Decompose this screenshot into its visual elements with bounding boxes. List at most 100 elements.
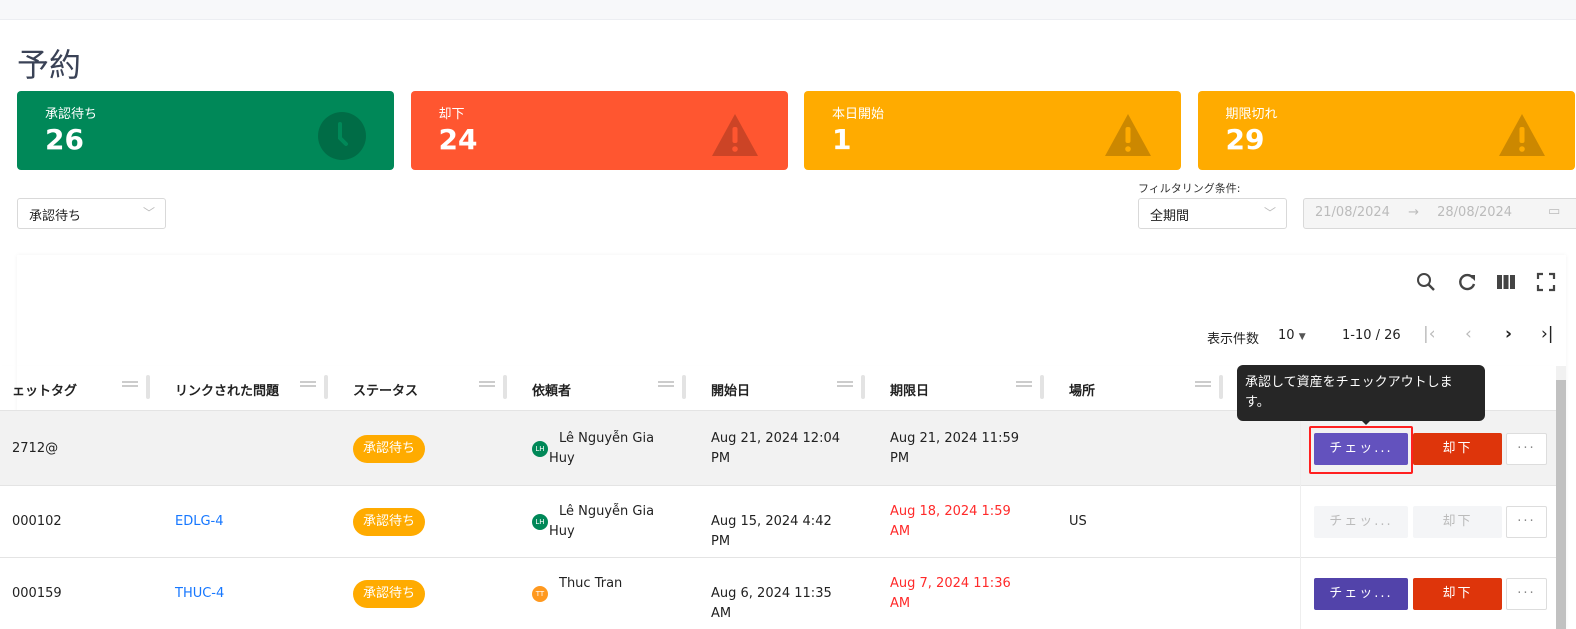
filter-label: フィルタリング条件: (1138, 182, 1241, 195)
drag-handle-icon[interactable] (837, 381, 853, 387)
caret-down-icon: ▼ (1298, 332, 1306, 342)
column-resize-handle[interactable] (146, 375, 150, 399)
stat-card[interactable]: 本日開始 1 (804, 91, 1181, 170)
stat-card-value: 1 (832, 123, 852, 156)
table-row[interactable]: 2712@ 承認待ち LH Lê Nguyễn Gia Huy Aug 21, … (0, 410, 1556, 485)
warning-icon (1105, 114, 1151, 156)
column-resize-handle[interactable] (1040, 375, 1044, 399)
date-start: 21/08/2024 (1315, 205, 1390, 220)
column-resize-handle[interactable] (861, 375, 865, 399)
period-select[interactable]: 全期間 ﹀ (1138, 198, 1287, 229)
page-size-label: 表示件数 (1207, 332, 1260, 347)
requester-name: Lê Nguyễn Gia Huy (549, 430, 655, 466)
linked-issue-link[interactable]: THUC-4 (175, 586, 225, 601)
scrollbar[interactable] (1556, 366, 1566, 629)
column-header[interactable]: 開始日 (711, 384, 751, 399)
drag-handle-icon[interactable] (1195, 381, 1211, 387)
page-size-select[interactable]: 10 ▼ (1278, 328, 1306, 343)
avatar: LH (532, 514, 548, 530)
page-range: 1-10 / 26 (1342, 328, 1401, 343)
stat-card-label: 却下 (438, 107, 465, 122)
column-resize-handle[interactable] (503, 375, 507, 399)
avatar: TT (532, 586, 548, 602)
tooltip-arrow (1360, 419, 1372, 425)
status-filter-value: 承認待ち (29, 209, 82, 224)
stat-card-label: 期限切れ (1225, 107, 1278, 122)
stat-card-value: 29 (1225, 123, 1265, 156)
column-header[interactable]: 依頼者 (532, 384, 572, 399)
column-resize-handle[interactable] (682, 375, 686, 399)
checkout-button[interactable]: チェッ... (1314, 578, 1408, 610)
drag-handle-icon[interactable] (122, 381, 138, 387)
column-header[interactable]: ェットタグ (12, 384, 78, 399)
fullscreen-icon[interactable] (1535, 271, 1557, 293)
checkout-button[interactable]: チェッ... (1314, 506, 1408, 538)
stat-card[interactable]: 期限切れ 29 (1197, 91, 1575, 170)
checkout-tooltip: 承認して資産をチェックアウトします。 (1237, 365, 1485, 421)
asset-tag: 000159 (12, 586, 62, 601)
fixed-column-divider (1300, 366, 1301, 629)
status-badge: 承認待ち (353, 580, 426, 608)
arrow-right-icon: → (1408, 205, 1419, 220)
table-row[interactable]: 000159 THUC-4 承認待ち TT Thuc Tran Aug 6, 2… (0, 557, 1556, 629)
due-date: Aug 18, 2024 1:59 AM (890, 504, 1011, 539)
search-icon[interactable] (1415, 271, 1437, 293)
calendar-icon: ▭ (1548, 204, 1561, 219)
linked-issue-link[interactable]: EDLG-4 (175, 514, 224, 529)
stat-card-value: 26 (45, 123, 84, 156)
table-row[interactable]: 000102 EDLG-4 承認待ち LH Lê Nguyễn Gia Huy … (0, 485, 1556, 557)
requester-name: Lê Nguyễn Gia Huy (549, 504, 655, 539)
requester-name: Thuc Tran (559, 576, 623, 591)
stat-card[interactable]: 承認待ち 26 (17, 91, 394, 170)
date-range-picker[interactable]: 21/08/2024 → 28/08/2024 ▭ (1303, 198, 1576, 229)
refresh-icon[interactable] (1456, 271, 1478, 293)
column-header[interactable]: ステータス (353, 384, 419, 399)
column-header[interactable]: 期限日 (890, 384, 930, 399)
more-options-button[interactable]: ··· (1506, 432, 1547, 465)
reject-button[interactable]: 却下 (1413, 578, 1502, 610)
more-options-button[interactable]: ··· (1506, 578, 1547, 610)
checkout-button[interactable]: チェッ... (1314, 432, 1408, 465)
start-date: Aug 15, 2024 4:42 PM (711, 514, 832, 549)
status-filter-select[interactable]: 承認待ち ﹀ (17, 198, 166, 229)
next-page-icon[interactable]: › (1505, 324, 1513, 344)
stat-card-label: 本日開始 (832, 107, 885, 122)
stat-card-value: 24 (438, 123, 478, 156)
more-options-button[interactable]: ··· (1506, 506, 1547, 538)
status-badge: 承認待ち (353, 508, 426, 536)
prev-page-icon[interactable]: ‹ (1465, 324, 1472, 344)
stat-card-label: 承認待ち (45, 107, 98, 122)
column-resize-handle[interactable] (324, 375, 328, 399)
column-resize-handle[interactable] (1219, 375, 1223, 399)
column-header[interactable]: 場所 (1069, 384, 1096, 399)
location: US (1069, 514, 1087, 529)
reject-button[interactable]: 却下 (1413, 432, 1502, 465)
page-title: 予約 (17, 46, 82, 84)
due-date: Aug 7, 2024 11:36 AM (890, 576, 1011, 611)
drag-handle-icon[interactable] (300, 381, 316, 387)
drag-handle-icon[interactable] (1016, 381, 1032, 387)
highlight-box (1309, 426, 1413, 474)
stat-card[interactable]: 却下 24 (410, 91, 788, 170)
drag-handle-icon[interactable] (479, 381, 495, 387)
table-header: ェットタグ リンクされた問題 ステータス 依頼者 開始日 期限日 場所 (0, 366, 1556, 410)
top-bar (0, 0, 1576, 20)
last-page-icon[interactable]: ›| (1541, 324, 1554, 344)
first-page-icon[interactable]: |‹ (1423, 324, 1436, 344)
drag-handle-icon[interactable] (658, 381, 674, 387)
chevron-down-icon: ﹀ (142, 206, 155, 220)
status-badge: 承認待ち (353, 434, 426, 463)
columns-icon[interactable] (1495, 271, 1517, 293)
avatar: LH (532, 440, 548, 457)
warning-icon (1498, 114, 1545, 156)
period-value: 全期間 (1150, 209, 1190, 224)
due-date: Aug 21, 2024 11:59 PM (890, 430, 1020, 466)
reject-button[interactable]: 却下 (1413, 506, 1502, 538)
date-end: 28/08/2024 (1437, 205, 1513, 220)
start-date: Aug 21, 2024 12:04 PM (711, 430, 841, 466)
warning-icon (711, 114, 758, 156)
asset-tag: 000102 (12, 514, 62, 529)
asset-tag: 2712@ (12, 440, 59, 456)
scrollbar-thumb[interactable] (1556, 380, 1566, 629)
column-header[interactable]: リンクされた問題 (175, 384, 280, 399)
